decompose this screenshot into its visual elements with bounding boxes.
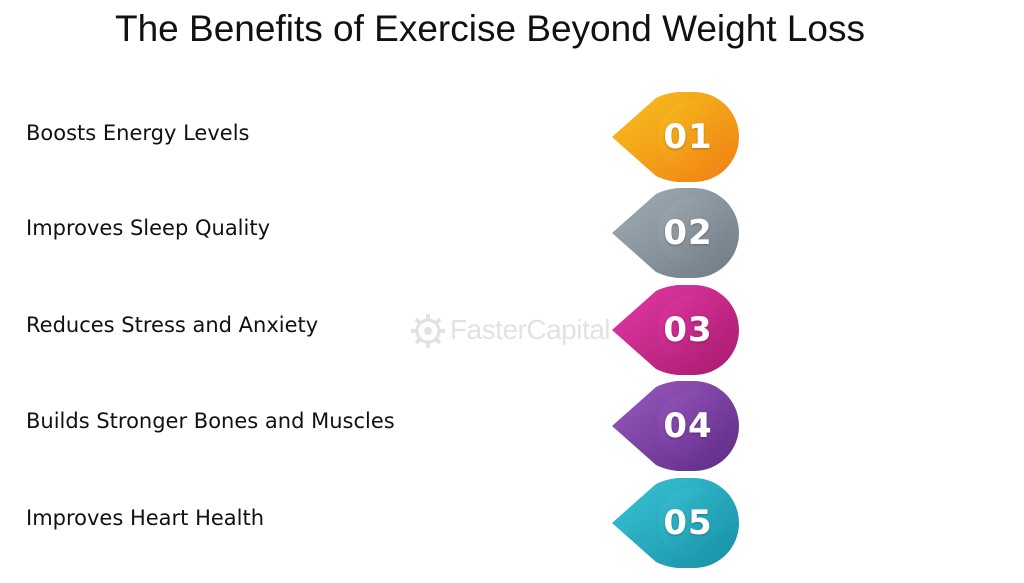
drop-shape-2 <box>612 188 739 278</box>
benefit-label-4: Builds Stronger Bones and Muscles <box>26 409 395 433</box>
watermark: FasterCapital <box>408 311 638 351</box>
number-badge-1: 01 <box>610 92 742 182</box>
badge-number-3: 03 <box>663 310 713 350</box>
drop-shape-3 <box>612 285 739 375</box>
badge-number-2: 02 <box>663 213 713 253</box>
number-badge-4: 04 <box>610 381 742 471</box>
page-title: The Benefits of Exercise Beyond Weight L… <box>115 8 865 49</box>
drop-shape-4 <box>612 381 739 471</box>
benefit-label-3: Reduces Stress and Anxiety <box>26 313 319 337</box>
benefit-label-5: Improves Heart Health <box>26 506 265 530</box>
benefit-label-2: Improves Sleep Quality <box>26 216 271 240</box>
number-badge-3: 03 <box>610 285 742 375</box>
badge-number-5: 05 <box>663 503 713 543</box>
drop-shape-1 <box>612 92 739 182</box>
watermark-text: FasterCapital <box>450 314 611 345</box>
benefit-label-1: Boosts Energy Levels <box>26 121 250 145</box>
number-badge-2: 02 <box>610 188 742 278</box>
gear-icon <box>411 314 445 348</box>
number-badge-5: 05 <box>610 478 742 568</box>
drop-shape-5 <box>612 478 739 568</box>
badge-number-1: 01 <box>663 117 713 157</box>
badge-number-4: 04 <box>663 406 713 446</box>
